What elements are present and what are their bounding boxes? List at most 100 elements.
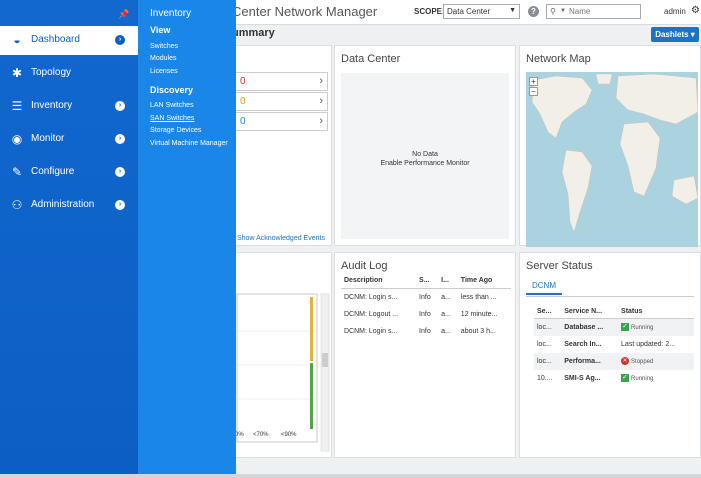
- zoom-out-button[interactable]: −: [529, 87, 538, 96]
- nav-item-administration[interactable]: ⚇ Administration ›: [0, 191, 138, 220]
- network-map-panel: Network Map + −: [519, 45, 701, 247]
- dashboard-icon: ◒: [13, 33, 21, 47]
- cell-time-ago: 12 minute...: [460, 310, 498, 318]
- chevron-right-icon: ›: [115, 200, 125, 210]
- audit-log-table: Description S... I... Time Ago DCNM: Log…: [341, 273, 511, 340]
- help-icon[interactable]: ?: [528, 6, 539, 17]
- page-title: ummary: [232, 27, 275, 39]
- chevron-right-icon: ›: [115, 134, 125, 144]
- column-header[interactable]: Service N...: [561, 305, 619, 319]
- status-text: Running: [631, 325, 654, 332]
- inventory-flyout-menu: Inventory View Switches Modules Licenses…: [138, 0, 236, 474]
- scope-dropdown[interactable]: Data Center ▼: [443, 4, 520, 19]
- search-icon: ⚲: [550, 7, 556, 16]
- flyout-link-lan-switches[interactable]: LAN Switches: [150, 102, 194, 109]
- flyout-link-modules[interactable]: Modules: [150, 55, 177, 62]
- cell-time-ago: about 3 h...: [460, 327, 496, 335]
- cell-severity: Info: [419, 293, 431, 301]
- chevron-right-icon: ›: [319, 75, 323, 87]
- dashlets-button[interactable]: Dashlets ▾: [651, 27, 699, 42]
- app-title: Center Network Manager: [232, 4, 378, 19]
- tab-divider: [526, 296, 694, 297]
- flyout-link-san-switches[interactable]: SAN Switches: [150, 115, 195, 122]
- events-row-warning[interactable]: 0 ›: [236, 92, 328, 111]
- cell-server: loc...: [534, 352, 562, 370]
- table-row[interactable]: DCNM: Login s... Info a... less than ...: [341, 289, 511, 306]
- column-header[interactable]: Time Ago: [457, 273, 511, 289]
- data-center-panel: Data Center No Data Enable Performance M…: [334, 45, 516, 246]
- nav-item-configure[interactable]: ✎ Configure ›: [0, 158, 138, 187]
- cell-server: 10....: [537, 374, 553, 382]
- nav-item-topology[interactable]: ✱ Topology: [0, 59, 138, 88]
- cell-status: Last updated: 2...: [621, 340, 676, 348]
- eye-icon: ◉: [11, 132, 23, 146]
- search-input[interactable]: [569, 6, 639, 17]
- stop-icon: ✕: [621, 357, 630, 365]
- cell-service: Database ...: [561, 318, 619, 336]
- topology-icon: ✱: [11, 66, 23, 80]
- admin-user-icon: ⚇: [11, 198, 23, 212]
- column-header[interactable]: S...: [416, 273, 439, 289]
- nav-item-inventory[interactable]: ☰ Inventory ›: [0, 92, 138, 121]
- events-row-critical[interactable]: 0 ›: [236, 72, 328, 91]
- zoom-in-button[interactable]: +: [529, 77, 538, 86]
- column-header[interactable]: Status: [618, 305, 694, 319]
- flyout-heading-view: View: [150, 25, 171, 35]
- column-header[interactable]: I...: [438, 273, 458, 289]
- show-acknowledged-events-link[interactable]: Show Acknowledged Events: [237, 235, 325, 242]
- table-row[interactable]: loc... Database ... ✓ Running: [534, 318, 694, 336]
- cell-description: DCNM: Logout ...: [344, 310, 399, 318]
- user-menu[interactable]: admin: [664, 7, 686, 16]
- cell-server: loc...: [537, 340, 552, 348]
- flyout-link-licenses[interactable]: Licenses: [150, 68, 178, 75]
- cell-description: DCNM: Login s...: [344, 293, 398, 301]
- panel-title: Network Map: [526, 53, 591, 65]
- cell-description: DCNM: Login s...: [344, 327, 398, 335]
- chevron-right-icon: ›: [319, 115, 323, 127]
- wrench-icon: ✎: [11, 165, 23, 179]
- nav-item-label: Monitor: [31, 133, 65, 144]
- chevron-right-icon: ›: [115, 35, 125, 45]
- left-nav: 📌 ◒ Dashboard › ✱ Topology ☰ Inventory ›…: [0, 0, 138, 474]
- nav-item-label: Inventory: [31, 100, 73, 111]
- pin-icon[interactable]: 📌: [118, 9, 130, 19]
- status-text: Running: [631, 375, 654, 382]
- data-center-body: [341, 73, 509, 239]
- table-row[interactable]: loc... Search In... Last updated: 2...: [534, 336, 694, 353]
- panel-title: Audit Log: [341, 260, 388, 272]
- chevron-down-icon: ▼: [560, 8, 566, 14]
- table-row[interactable]: 10.... SMI-S Ag... ✓ Running: [534, 370, 694, 387]
- world-map[interactable]: + −: [526, 72, 698, 247]
- table-row[interactable]: DCNM: Login s... Info a... about 3 h...: [341, 323, 511, 340]
- column-header[interactable]: Description: [341, 273, 417, 289]
- flyout-link-storage-devices[interactable]: Storage Devices: [150, 127, 202, 134]
- events-row-info[interactable]: 0 ›: [236, 112, 328, 131]
- utilization-chart: [236, 293, 330, 452]
- scope-value: Data Center: [447, 7, 491, 16]
- gear-icon[interactable]: ⚙: [691, 5, 700, 16]
- nav-item-label: Configure: [31, 166, 75, 177]
- no-data-message: No Data Enable Performance Monitor: [335, 150, 515, 168]
- flyout-link-switches[interactable]: Switches: [150, 43, 179, 50]
- search-box[interactable]: ⚲ ▼: [546, 4, 641, 19]
- nav-item-dashboard[interactable]: ◒ Dashboard ›: [0, 26, 138, 55]
- cell-initiator: a...: [441, 310, 451, 318]
- tab-dcnm[interactable]: DCNM: [526, 281, 562, 295]
- flyout-link-virtual-machine-manager[interactable]: Virtual Machine Manager: [150, 140, 228, 147]
- check-icon: ✓: [621, 323, 630, 332]
- panel-title: Server Status: [526, 260, 593, 272]
- chevron-right-icon: ›: [115, 101, 125, 111]
- table-row[interactable]: loc... Performa... ✕ Stopped: [534, 352, 694, 370]
- check-icon: ✓: [621, 374, 630, 382]
- table-row[interactable]: DCNM: Logout ... Info a... 12 minute...: [341, 306, 511, 323]
- utilization-chart-panel: 0% <70% <90%: [232, 252, 332, 458]
- panel-title: Data Center: [341, 53, 401, 65]
- chevron-down-icon: ▼: [509, 7, 516, 14]
- column-header[interactable]: Se...: [534, 305, 562, 319]
- cell-initiator: a...: [441, 293, 451, 301]
- cell-initiator: a...: [441, 327, 451, 335]
- nav-item-monitor[interactable]: ◉ Monitor ›: [0, 125, 138, 154]
- cell-service: SMI-S Ag...: [564, 374, 601, 382]
- chevron-right-icon: ›: [115, 167, 125, 177]
- bottom-strip: [0, 474, 701, 478]
